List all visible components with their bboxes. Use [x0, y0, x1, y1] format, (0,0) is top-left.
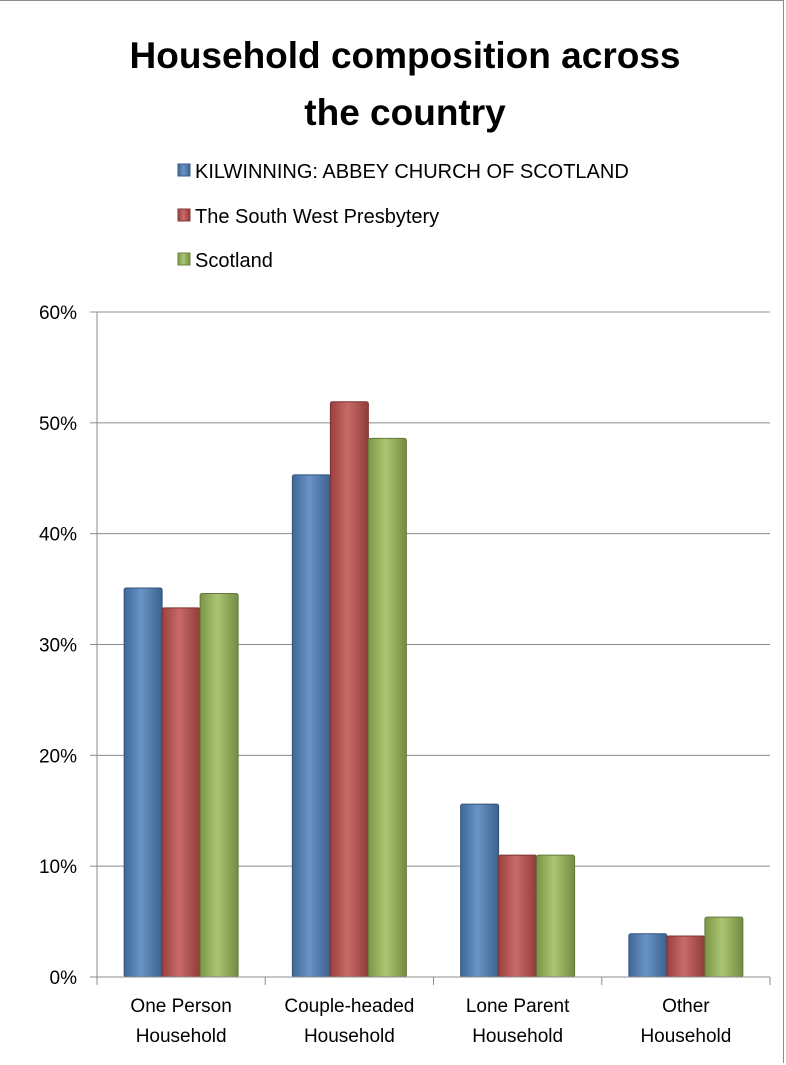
legend-swatch — [177, 163, 191, 177]
bar — [704, 916, 744, 978]
bar — [628, 933, 668, 978]
legend-label: KILWINNING: ABBEY CHURCH OF SCOTLAND — [195, 161, 629, 183]
x-category-label: Household — [304, 1026, 395, 1047]
bar — [536, 854, 576, 978]
x-category-label: Couple-headed — [284, 996, 414, 1017]
bars — [123, 401, 744, 978]
y-tick-label: 10% — [39, 857, 77, 878]
y-tick-label: 20% — [39, 746, 77, 767]
bar — [666, 935, 706, 978]
bar — [498, 854, 538, 978]
axes — [96, 312, 771, 985]
chart-title: Household composition across the country — [130, 35, 681, 133]
legend-swatch — [177, 208, 191, 222]
bar — [291, 474, 331, 978]
bar — [460, 803, 500, 978]
bar — [199, 593, 239, 978]
legend-label: The South West Presbytery — [195, 206, 439, 228]
chart-title-line-1: Household composition across — [130, 35, 681, 76]
y-tick-label: 60% — [39, 303, 77, 324]
legend: KILWINNING: ABBEY CHURCH OF SCOTLAND The … — [177, 161, 629, 272]
x-category-label: Household — [640, 1026, 731, 1047]
legend-swatch — [177, 252, 191, 266]
gridlines — [97, 311, 770, 867]
x-category-label: Household — [472, 1026, 563, 1047]
bar — [329, 401, 369, 978]
y-tick-label: 0% — [50, 968, 78, 989]
x-category-label: Household — [136, 1026, 227, 1047]
y-tick-label: 50% — [39, 414, 77, 435]
x-category-label: Other — [662, 996, 710, 1017]
legend-label: Scotland — [195, 250, 273, 272]
y-tick-label: 30% — [39, 636, 77, 657]
y-tick-label: 40% — [39, 525, 77, 546]
bar — [161, 607, 201, 978]
x-category-label: Lone Parent — [466, 996, 570, 1017]
x-axis-categories: One Person Household Couple-headed Househol… — [130, 996, 731, 1047]
bar — [123, 587, 163, 978]
x-category-label: One Person — [130, 996, 231, 1017]
y-axis-ticks: 0% 10% 20% 30% 40% 50% 60% — [39, 303, 97, 989]
bar — [367, 437, 407, 978]
chart-title-line-2: the country — [304, 92, 506, 133]
